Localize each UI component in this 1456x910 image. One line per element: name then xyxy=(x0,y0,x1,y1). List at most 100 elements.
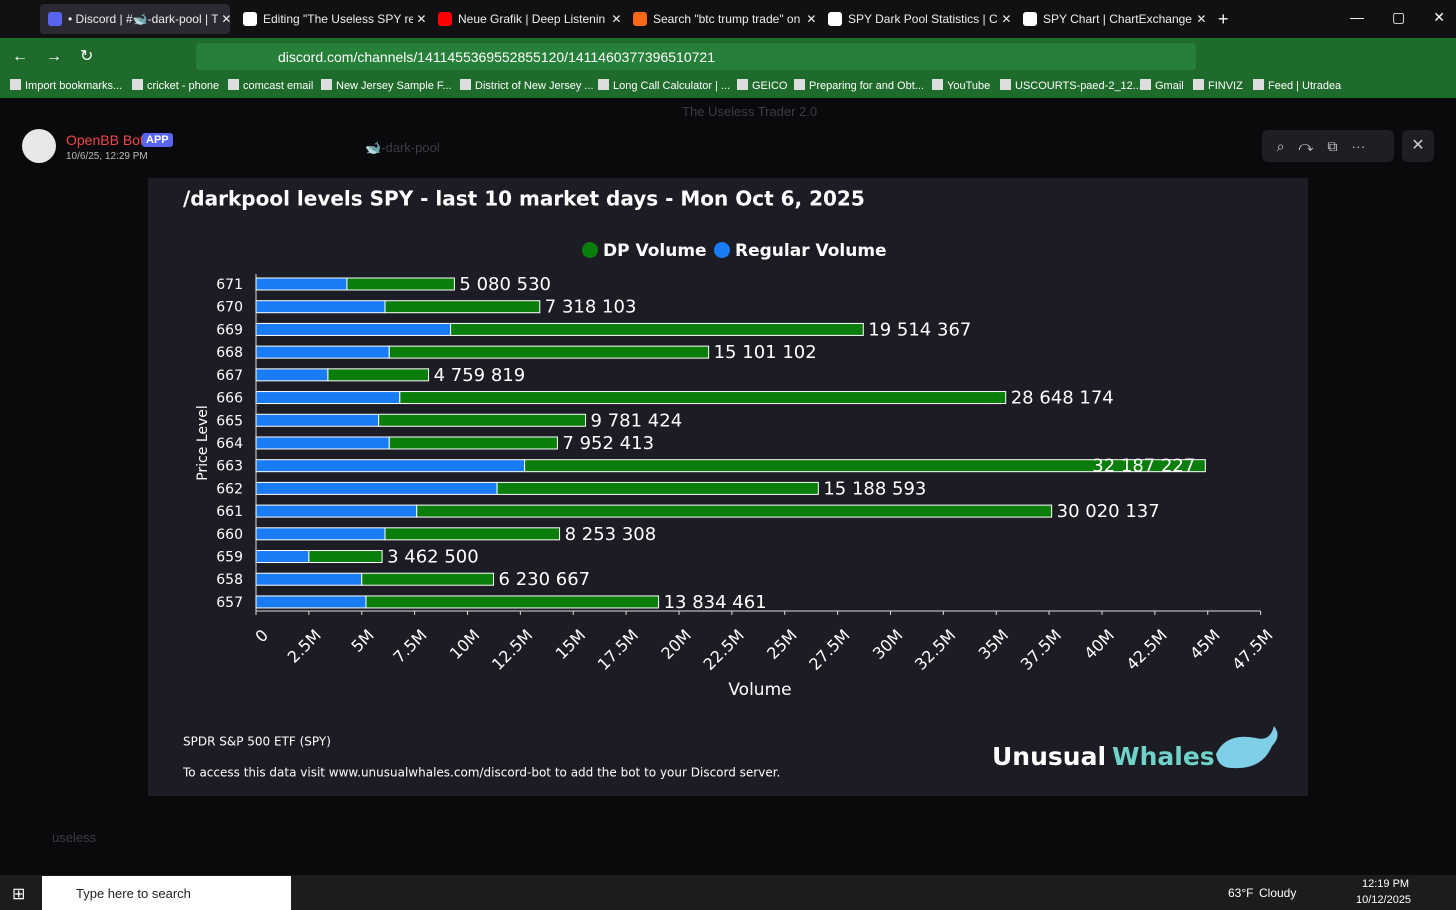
bookmark[interactable]: District of New Jersey ... xyxy=(460,79,594,92)
bookmark[interactable]: Import bookmarks... xyxy=(10,79,122,92)
search-box[interactable] xyxy=(42,876,291,910)
user-name: useless xyxy=(52,830,97,845)
bar-segment xyxy=(346,277,455,291)
value-label: 28 648 174 xyxy=(1011,388,1114,409)
bookmark[interactable]: FINVIZ xyxy=(1193,79,1243,92)
value-label: 8 253 308 xyxy=(565,524,657,545)
bookmark[interactable]: Preparing for and Obt... xyxy=(794,79,924,92)
bookmark-label: USCOURTS-paed-2_12... xyxy=(1015,80,1142,92)
start-button[interactable]: ⊞ xyxy=(12,886,26,903)
tab-title: • Discord | #🐋-dark-pool | The xyxy=(68,12,218,26)
y-tick-label: 657 xyxy=(216,595,243,611)
tab[interactable]: Neue Grafik | Deep Listenin ✕ xyxy=(430,4,620,34)
value-label: 5 080 530 xyxy=(459,274,551,295)
bar-segment xyxy=(416,504,1053,518)
bookmark[interactable]: comcast email xyxy=(228,79,313,92)
bookmark[interactable]: Long Call Calculator | ... xyxy=(598,79,730,92)
bar-segment xyxy=(255,300,386,314)
bar-segment xyxy=(388,345,710,359)
value-label: 30 020 137 xyxy=(1057,501,1160,522)
bookmark[interactable]: USCOURTS-paed-2_12... xyxy=(1000,79,1142,92)
value-label: 9 781 424 xyxy=(591,410,683,431)
value-label: 6 230 667 xyxy=(499,569,591,590)
url: discord.com/channels/1411455369552855120… xyxy=(278,49,715,65)
clock-date: 10/12/2025 xyxy=(1356,894,1412,906)
bookmark-label: Gmail xyxy=(1155,80,1184,92)
bookmark-label: New Jersey Sample F... xyxy=(336,80,452,92)
bar-segment xyxy=(255,459,526,473)
bookmark[interactable]: YouTube xyxy=(932,79,990,92)
bar-segment xyxy=(255,481,498,495)
brand: Unusual Whales xyxy=(992,742,1215,771)
bar-segment xyxy=(255,572,363,586)
tab[interactable]: • Discord | #🐋-dark-pool | The ✕ xyxy=(40,4,230,34)
author: OpenBB Bot xyxy=(66,132,144,148)
y-tick-label: 670 xyxy=(216,300,243,316)
y-tick-label: 665 xyxy=(216,413,243,429)
y-tick-label: 669 xyxy=(216,322,243,338)
value-label: 32 187 227 xyxy=(1092,456,1195,477)
new-tab[interactable]: + xyxy=(1218,9,1229,29)
bookmark-label: comcast email xyxy=(243,80,314,92)
url-bar[interactable] xyxy=(196,43,1196,70)
tab-title: SPY Dark Pool Statistics | ChartE xyxy=(848,12,998,26)
bar-segment xyxy=(524,459,1206,473)
bar-segment xyxy=(384,300,541,314)
window-controls[interactable]: —▢✕ xyxy=(1350,9,1445,25)
bar-segment xyxy=(255,391,401,405)
y-tick-label: 659 xyxy=(216,550,243,566)
value-label: 7 318 103 xyxy=(545,297,637,318)
tab-title: Search "btc trump trade" on Su xyxy=(653,12,803,26)
y-tick-label: 671 xyxy=(216,277,243,293)
bookmark-label: YouTube xyxy=(947,80,991,92)
x-axis-label: Volume xyxy=(728,680,791,700)
tab[interactable]: Editing "The Useless SPY report ✕ xyxy=(235,4,425,34)
bar-segment xyxy=(378,413,587,427)
brand-2: Whales xyxy=(1112,742,1215,771)
bookmark-label: FINVIZ xyxy=(1208,80,1243,92)
tab[interactable]: SPY Chart | ChartExchange ✕ xyxy=(1015,4,1205,34)
legend-marker xyxy=(582,242,598,258)
bar-segment xyxy=(255,368,329,382)
bookmark[interactable]: Feed | Utradea xyxy=(1253,79,1341,92)
value-label: 4 759 819 xyxy=(434,365,526,386)
value-label: 15 101 102 xyxy=(714,342,817,363)
brand-1: Unusual xyxy=(992,742,1106,771)
bar-segment xyxy=(399,391,1007,405)
bookmark[interactable]: Gmail xyxy=(1140,79,1184,92)
bar-segment xyxy=(388,436,558,450)
y-tick-label: 662 xyxy=(216,481,243,497)
y-tick-label: 661 xyxy=(216,504,243,520)
chart: /darkpool levels SPY - last 10 market da… xyxy=(148,178,1308,796)
bookmark[interactable]: New Jersey Sample F... xyxy=(321,79,452,92)
bookmark-label: cricket - phone xyxy=(147,80,220,92)
y-tick-label: 663 xyxy=(216,459,243,475)
bar-segment xyxy=(496,481,819,495)
bookmark-label: Preparing for and Obt... xyxy=(809,80,924,92)
viewer-tools[interactable]: ⌕↷⧉⋯ xyxy=(1262,130,1394,162)
bar-segment xyxy=(255,436,390,450)
tab[interactable]: SPY Dark Pool Statistics | ChartE ✕ xyxy=(820,4,1010,34)
y-tick-label: 668 xyxy=(216,345,243,361)
bar-segment xyxy=(255,322,452,336)
temperature: 63°F xyxy=(1228,886,1254,900)
badge: APP xyxy=(142,133,173,147)
chart-title: /darkpool levels SPY - last 10 market da… xyxy=(183,187,865,211)
nav-buttons[interactable]: ←→↻ xyxy=(12,48,112,65)
bookmark-label: Import bookmarks... xyxy=(25,80,123,92)
value-label: 15 188 593 xyxy=(823,478,926,499)
bar-segment xyxy=(365,595,660,609)
bookmark[interactable]: cricket - phone xyxy=(132,79,219,92)
bookmark[interactable]: GEICO xyxy=(737,79,787,92)
tab[interactable]: Search "btc trump trade" on Su ✕ xyxy=(625,4,815,34)
search-placeholder: Type here to search xyxy=(76,886,191,901)
y-tick-label: 667 xyxy=(216,368,243,384)
y-tick-label: 664 xyxy=(216,436,243,452)
y-tick-label: 666 xyxy=(216,391,243,407)
y-tick-label: 660 xyxy=(216,527,243,543)
close-viewer[interactable]: ✕ xyxy=(1402,130,1434,162)
tab-title: SPY Chart | ChartExchange xyxy=(1043,12,1192,26)
value-label: 7 952 413 xyxy=(562,433,654,454)
